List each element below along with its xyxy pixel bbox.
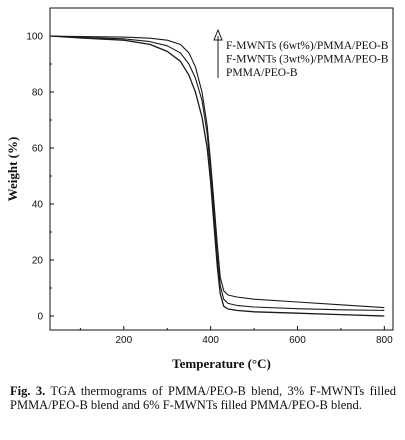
y-tick-label: 60 — [32, 144, 44, 155]
legend-entry: F-MWNTs (3wt%)/PMMA/PEO-B — [226, 54, 389, 66]
y-tick-label: 0 — [37, 312, 43, 323]
legend-entry: F-MWNTs (6wt%)/PMMA/PEO-B — [226, 40, 389, 52]
x-axis-label: Temperature (°C) — [172, 356, 271, 371]
caption-text: TGA thermograms of PMMA/PEO-B blend, 3% … — [10, 384, 397, 412]
series-line — [49, 35, 385, 311]
y-tick-label: 20 — [32, 256, 44, 267]
x-tick-label: 400 — [202, 335, 219, 346]
y-tick-label: 40 — [32, 200, 44, 211]
x-tick-label: 600 — [289, 335, 306, 346]
legend-arrow-head — [213, 28, 223, 41]
y-axis-label: Weight (%) — [5, 137, 20, 202]
y-tick-label: 100 — [26, 32, 43, 43]
x-tick-label: 200 — [115, 335, 132, 346]
axes — [49, 7, 394, 331]
legend-entry: PMMA/PEO-B — [226, 67, 298, 79]
caption-label: Fig. 3. — [10, 384, 46, 398]
series-line — [49, 35, 385, 309]
y-tick-label: 80 — [32, 88, 44, 99]
series-line — [49, 35, 385, 317]
series-lines — [49, 35, 385, 317]
tick-labels: 200 400 600 800 0 20 40 60 80 100 — [26, 32, 393, 347]
plot-frame — [49, 7, 394, 331]
legend: F-MWNTs (6wt%)/PMMA/PEO-B F-MWNTs (3wt%)/… — [213, 28, 389, 79]
x-tick-label: 800 — [376, 335, 393, 346]
figure-caption: Fig. 3. TGA thermograms of PMMA/PEO-B bl… — [10, 384, 396, 412]
tga-chart: 200 400 600 800 0 20 40 60 80 100 F-MWNTs (6wt%)/… — [5, 7, 394, 371]
